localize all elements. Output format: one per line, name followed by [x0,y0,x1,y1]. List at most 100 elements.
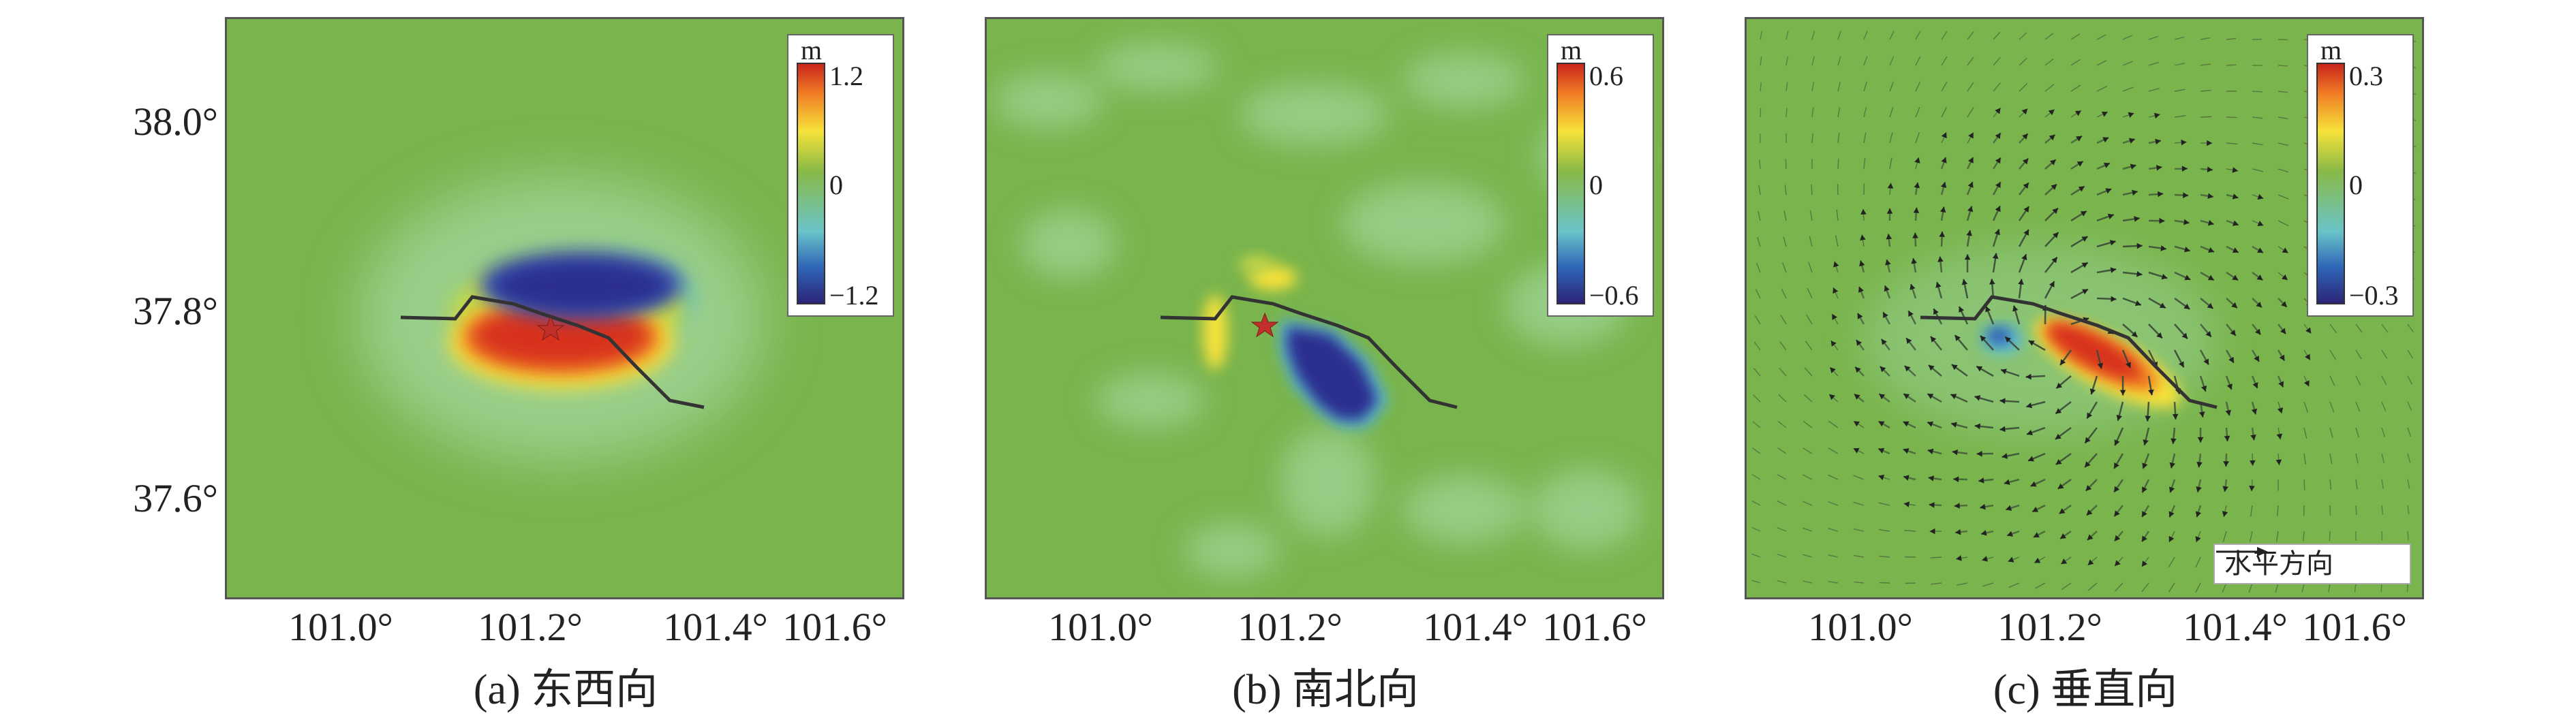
map-vertical: m 0.3 0 −0.3 水平方向 [1745,17,2424,599]
vector-arrow [2174,63,2185,66]
panel-caption: (c) 垂直向 [1993,667,2178,713]
vector-arrowhead [2197,437,2204,443]
vector-arrow [1828,474,1839,480]
vector-arrow [1781,288,1787,299]
vector-arrow [2302,531,2305,541]
vector-arrow [2222,531,2227,543]
vector-arrowhead [2005,336,2012,343]
vector-arrowhead [2141,535,2147,542]
vector-arrowhead [1886,234,1892,240]
vector-arrow [2019,82,2028,92]
vector-arrow [1836,209,1839,221]
vector-arrowhead [2183,303,2190,309]
vector-arrowhead [2207,140,2213,146]
colorbar-mid: 0 [2349,170,2363,200]
colorbar-unit: m [2320,35,2342,65]
colorbar-box-a: m 1.2 0 −1.2 [787,34,894,317]
vector-arrowhead [1976,450,1982,457]
vector-arrow [1863,81,1867,92]
vector-arrowhead [1929,502,1935,508]
vector-arrow [1837,82,1841,92]
y-tick-label: 37.8° [133,289,218,333]
vector-arrow [2096,34,2106,40]
vector-arrowhead [1978,477,1984,484]
vector-arrowhead [2280,328,2286,334]
fault-trace [1160,295,1458,409]
vector-arrowhead [2081,262,2088,268]
vector-arrowhead [1928,364,1935,371]
vector-arrow [2303,427,2307,439]
vector-arrowhead [2203,358,2209,365]
vector-arrow [2200,37,2211,40]
vector-arrow [1777,527,1787,532]
vector-arrowhead [2023,183,2029,189]
vector-arrow [1760,57,1762,66]
vector-arrowhead [2027,429,2033,436]
vector-arrowhead [1980,335,1987,342]
vector-arrow [2249,531,2253,542]
vector-arrowhead [2116,414,2122,421]
vector-arrowhead [2223,461,2229,467]
vector-arrow [1803,420,1813,428]
vector-arrow [2096,60,2107,66]
vector-arrow [2276,531,2279,542]
vector-arrowhead [2275,459,2282,465]
vector-arrow [1777,447,1787,454]
vector-arrowhead [2125,362,2131,368]
vector-arrow [2019,57,2027,66]
vector-arrow [2252,116,2263,119]
vector-arrowhead [2232,274,2239,281]
vector-arrowhead [2134,300,2141,306]
vector-arrowhead [2082,289,2089,295]
vector-arrowhead [2207,274,2214,281]
vector-arrowhead [2161,273,2168,280]
vector-arrow [2278,65,2288,67]
vector-arrow [1837,107,1841,118]
colorbar-max: 0.3 [2349,61,2383,91]
vector-arrowhead [1980,530,1987,536]
vector-arrow [1993,57,2001,66]
vector-arrow [2354,582,2357,593]
vector-arrow [2303,401,2309,413]
vector-arrow [2407,324,2414,332]
vector-arrow [1837,56,1841,66]
vector-arrowhead [1830,367,1836,374]
vector-arrowhead [2198,411,2205,418]
vector-arrowhead [2160,245,2166,251]
vector-arrowhead [2110,267,2117,273]
vector-arrowhead [1829,394,1835,400]
vector-arrowhead [1878,421,1885,427]
vector-arrowhead [2230,330,2236,336]
vector-arrowhead [2022,133,2028,140]
vector-arrowhead [2056,382,2063,389]
vector-arrowhead [2131,331,2138,337]
vector-arrow [1785,56,1789,66]
vector-arrow [2195,582,2201,593]
vector-arrowhead [2085,461,2091,468]
vector-arrowhead [1833,287,1839,294]
vector-arrowhead [2195,536,2201,543]
star-icon [1251,312,1279,338]
vector-arrow [2148,88,2160,92]
vector-arrowhead [2021,254,2027,261]
vector-arrowhead [2115,560,2121,567]
vector-arrowhead [2134,216,2140,222]
vector-arrowhead [1880,366,1886,373]
vector-arrow [1967,31,1974,40]
vector-arrowhead [2224,435,2230,441]
colorbar [1557,63,1585,304]
vector-arrow [2019,32,2027,40]
vector-arrow [1957,582,1968,586]
vector-arrow [1915,131,1920,144]
x-tick-label: 101.6° [782,605,887,649]
vector-arrow [1837,31,1842,40]
vector-arrowhead [2171,438,2177,444]
vector-arrowhead [2169,462,2176,469]
x-tick-label: 101.2° [478,605,583,649]
vector-arrowhead [1974,423,1981,430]
vector-arrowhead [2000,368,2007,375]
vector-arrow [1803,447,1813,454]
vector-arrowhead [2061,558,2068,565]
vector-arrowhead [2059,508,2066,514]
vector-arrow [2355,505,2357,516]
